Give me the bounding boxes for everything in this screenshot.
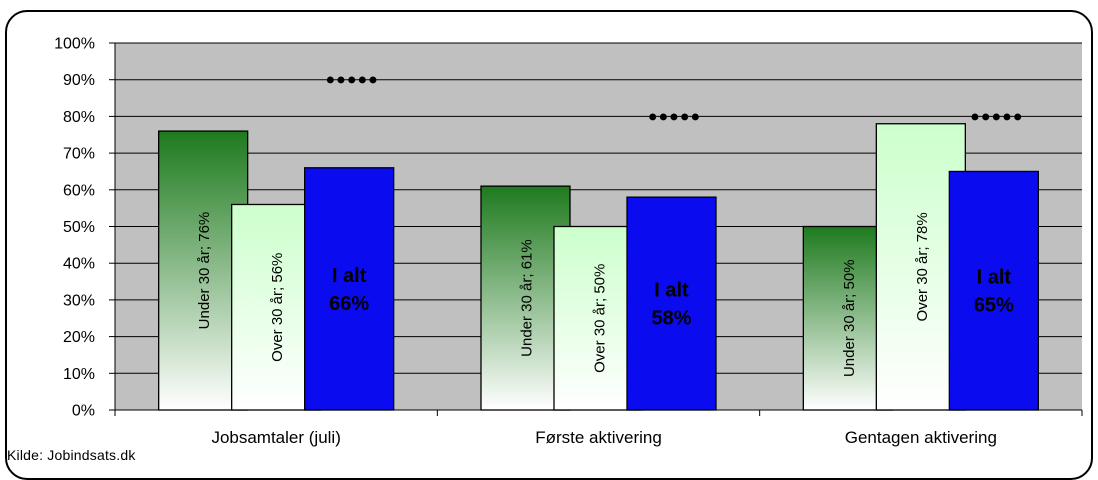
y-tick-label: 50% bbox=[63, 219, 95, 236]
bar-data-label: I alt bbox=[977, 267, 1012, 289]
bar-i-alt-3 bbox=[948, 170, 1039, 411]
bar-data-label: Over 30 år; 50% bbox=[592, 264, 609, 373]
target-marker: ●●●●● bbox=[648, 108, 701, 125]
bar-data-label: I alt bbox=[654, 280, 689, 302]
x-tick-label: Jobsamtaler (juli) bbox=[211, 428, 340, 447]
bar-data-label: Under 30 år; 50% bbox=[841, 259, 858, 377]
y-tick-label: 30% bbox=[63, 292, 95, 309]
bar-data-label: Under 30 år; 61% bbox=[519, 239, 536, 357]
y-tick-label: 10% bbox=[63, 366, 95, 383]
bar-data-label: Over 30 år; 56% bbox=[269, 253, 286, 362]
bar-i-alt-2 bbox=[626, 196, 717, 411]
x-axis-labels: Jobsamtaler (juli) Første aktivering Genta… bbox=[114, 410, 1083, 447]
y-tick-label: 80% bbox=[63, 109, 95, 126]
bar-data-label: Under 30 år; 76% bbox=[196, 212, 213, 330]
bar-data-label: 65% bbox=[974, 295, 1014, 317]
y-tick-label: 0% bbox=[72, 403, 95, 420]
bar-data-label: Over 30 år; 78% bbox=[914, 212, 931, 321]
y-tick-label: 100% bbox=[54, 36, 95, 53]
bar-i-alt-1 bbox=[304, 167, 395, 411]
x-tick-label: Første aktivering bbox=[535, 428, 662, 447]
source-note: Kilde: Jobindsats.dk bbox=[7, 447, 136, 463]
target-markers: ●●●●● ●●●●● ●●●●● bbox=[326, 72, 1023, 126]
target-marker: ●●●●● bbox=[326, 72, 379, 89]
bar-data-label: 58% bbox=[651, 308, 691, 330]
bar-data-label: I alt bbox=[332, 265, 367, 287]
bars: Under 30 år; 76% Over 30 år; 56% I alt 66% U… bbox=[158, 123, 1039, 411]
bar-data-label: 66% bbox=[329, 293, 369, 315]
y-tick-label: 20% bbox=[63, 329, 95, 346]
bar-chart: 0% 10% 20% 30% 40% 50% 60% 70% 80% 90% 100% Under … bbox=[54, 36, 1083, 447]
x-tick-label: Gentagen aktivering bbox=[845, 428, 997, 447]
y-axis-ticks: 0% 10% 20% 30% 40% 50% 60% 70% 80% 90% 100% bbox=[54, 36, 115, 420]
y-tick-label: 90% bbox=[63, 72, 95, 89]
target-marker: ●●●●● bbox=[970, 108, 1023, 125]
y-tick-label: 40% bbox=[63, 256, 95, 273]
y-tick-label: 60% bbox=[63, 182, 95, 199]
y-tick-label: 70% bbox=[63, 146, 95, 163]
